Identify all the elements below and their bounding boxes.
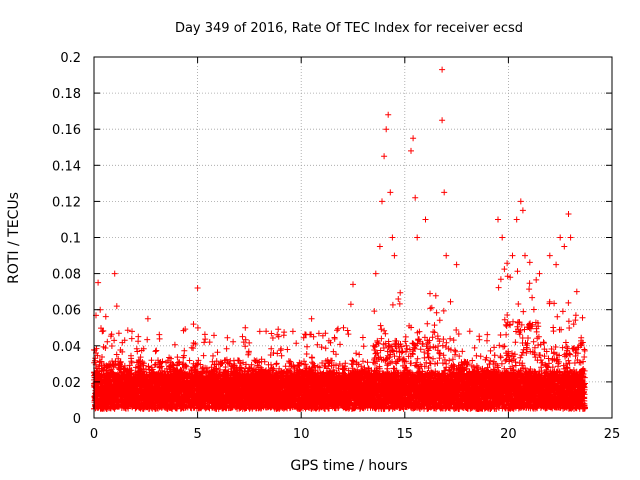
x-tick-label: 10 — [293, 427, 310, 442]
y-tick-label: 0 — [73, 412, 81, 427]
x-tick-label: 0 — [90, 427, 98, 442]
y-tick-label: 0.02 — [52, 376, 81, 391]
y-tick-label: 0.14 — [52, 159, 81, 174]
x-tick-label: 25 — [604, 427, 621, 442]
y-tick-label: 0.06 — [52, 304, 81, 319]
y-tick-label: 0.12 — [52, 195, 81, 210]
y-axis-label: ROTI / TECUs — [6, 192, 22, 284]
y-tick-label: 0.08 — [52, 268, 81, 283]
y-tick-label: 0.2 — [60, 51, 81, 66]
x-tick-label: 5 — [193, 427, 201, 442]
x-tick-label: 15 — [397, 427, 414, 442]
x-axis-label: GPS time / hours — [290, 458, 407, 474]
y-tick-label: 0.1 — [60, 232, 81, 247]
axis-ticks: 0 0.02 0.04 0.06 0.08 0.1 0.12 0.14 0.16 0.18 0.2 0… — [52, 51, 620, 442]
y-tick-label: 0.18 — [52, 87, 81, 102]
y-tick-label: 0.04 — [52, 340, 81, 355]
x-tick-label: 20 — [500, 427, 517, 442]
y-tick-label: 0.16 — [52, 123, 81, 138]
chart-title: Day 349 of 2016, Rate Of TEC Index for r… — [175, 21, 523, 36]
